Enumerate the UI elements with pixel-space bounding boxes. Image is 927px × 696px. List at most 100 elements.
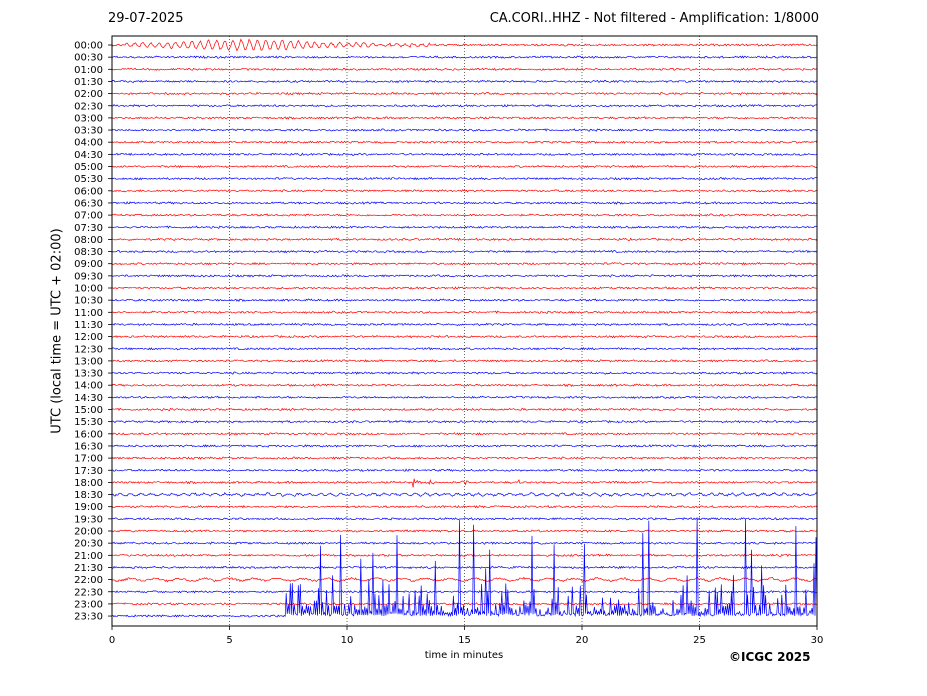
y-tick-label: 02:30 <box>74 101 103 112</box>
trace-line <box>112 602 817 606</box>
trace-line <box>112 529 817 533</box>
y-tick-label: 15:00 <box>74 405 103 416</box>
y-tick-label: 20:00 <box>74 527 103 538</box>
y-tick-label: 00:00 <box>74 41 103 52</box>
trace-line <box>112 79 817 84</box>
trace-line <box>112 225 817 229</box>
y-tick-label: 05:00 <box>74 162 103 173</box>
trace-line <box>112 504 817 509</box>
trace-line <box>112 553 817 558</box>
y-tick-label: 01:00 <box>74 65 103 76</box>
trace-line <box>112 152 817 157</box>
trace-line <box>112 140 817 144</box>
trace-line <box>112 189 817 193</box>
y-tick-label: 07:00 <box>74 211 103 222</box>
y-tick-label: 09:00 <box>74 259 103 270</box>
trace-line <box>112 298 817 303</box>
trace-line <box>112 517 817 521</box>
x-tick-label: 5 <box>226 635 232 646</box>
x-tick-label: 25 <box>693 635 706 646</box>
trace-line <box>112 237 817 242</box>
y-tick-label: 23:30 <box>74 612 103 623</box>
y-tick-label: 18:00 <box>74 478 103 489</box>
trace-line <box>112 444 817 448</box>
y-tick-label: 04:30 <box>74 150 103 161</box>
y-tick-label: 14:00 <box>74 381 103 392</box>
trace-line <box>112 67 817 72</box>
trace-line <box>112 541 817 545</box>
trace-line <box>112 407 817 412</box>
trace-line <box>112 517 817 618</box>
trace-line <box>112 310 817 315</box>
trace-line <box>112 116 817 120</box>
trace-line <box>112 371 817 375</box>
y-tick-label: 20:30 <box>74 539 103 550</box>
y-tick-label: 00:30 <box>74 53 103 64</box>
y-tick-label: 18:30 <box>74 490 103 501</box>
trace-line <box>112 456 817 460</box>
y-tick-label: 02:00 <box>74 89 103 100</box>
date-label: 29-07-2025 <box>108 11 184 26</box>
y-tick-label: 12:00 <box>74 332 103 343</box>
y-tick-label: 11:30 <box>74 320 103 331</box>
y-tick-label: 16:30 <box>74 441 103 452</box>
y-tick-label: 01:30 <box>74 77 103 88</box>
trace-line <box>112 395 817 399</box>
y-tick-label: 08:30 <box>74 247 103 258</box>
y-tick-label: 22:00 <box>74 575 103 586</box>
y-tick-label: 07:30 <box>74 223 103 234</box>
trace-line <box>112 359 817 363</box>
trace-line <box>112 576 817 583</box>
y-tick-label: 06:30 <box>74 198 103 209</box>
y-tick-label: 12:30 <box>74 344 103 355</box>
y-tick-label: 13:30 <box>74 369 103 380</box>
y-tick-label: 11:00 <box>74 308 103 319</box>
trace-line <box>112 103 817 108</box>
trace-line <box>112 55 817 59</box>
y-tick-label: 17:00 <box>74 454 103 465</box>
y-tick-label: 10:30 <box>74 296 103 307</box>
y-tick-label: 21:30 <box>74 563 103 574</box>
trace-line <box>112 589 817 594</box>
trace-line <box>112 128 817 132</box>
x-tick-label: 15 <box>458 635 471 646</box>
trace-line <box>112 334 817 339</box>
trace-line <box>112 492 817 497</box>
y-tick-label: 08:00 <box>74 235 103 246</box>
y-tick-label: 21:00 <box>74 551 103 562</box>
y-tick-label: 06:00 <box>74 186 103 197</box>
x-axis-label: time in minutes <box>424 650 504 661</box>
y-tick-label: 05:30 <box>74 174 103 185</box>
y-tick-label: 03:30 <box>74 126 103 137</box>
x-tick-label: 10 <box>341 635 354 646</box>
copyright-label: ©ICGC 2025 <box>729 650 811 664</box>
x-tick-label: 0 <box>109 635 115 646</box>
trace-line <box>112 478 817 488</box>
trace-line <box>112 261 817 266</box>
trace-line <box>112 468 817 473</box>
trace-line <box>112 164 817 169</box>
x-tick-label: 30 <box>811 635 824 646</box>
y-tick-label: 19:00 <box>74 502 103 513</box>
x-tick-label: 20 <box>576 635 589 646</box>
y-tick-label: 03:00 <box>74 113 103 124</box>
y-tick-label: 10:00 <box>74 284 103 295</box>
y-tick-label: 15:30 <box>74 417 103 428</box>
y-tick-label: 13:00 <box>74 356 103 367</box>
trace-line <box>112 432 817 436</box>
y-tick-label: 16:00 <box>74 429 103 440</box>
trace-line <box>112 347 817 351</box>
trace-line <box>112 322 817 327</box>
y-tick-label: 09:30 <box>74 271 103 282</box>
y-tick-label: 14:30 <box>74 393 103 404</box>
trace-line <box>112 286 817 290</box>
y-tick-label: 19:30 <box>74 514 103 525</box>
y-tick-label: 22:30 <box>74 587 103 598</box>
y-tick-label: 23:00 <box>74 599 103 610</box>
trace-line <box>112 383 817 388</box>
y-tick-label: 04:00 <box>74 138 103 149</box>
trace-line <box>112 565 817 570</box>
trace-line <box>112 201 817 205</box>
trace-line <box>112 213 817 217</box>
